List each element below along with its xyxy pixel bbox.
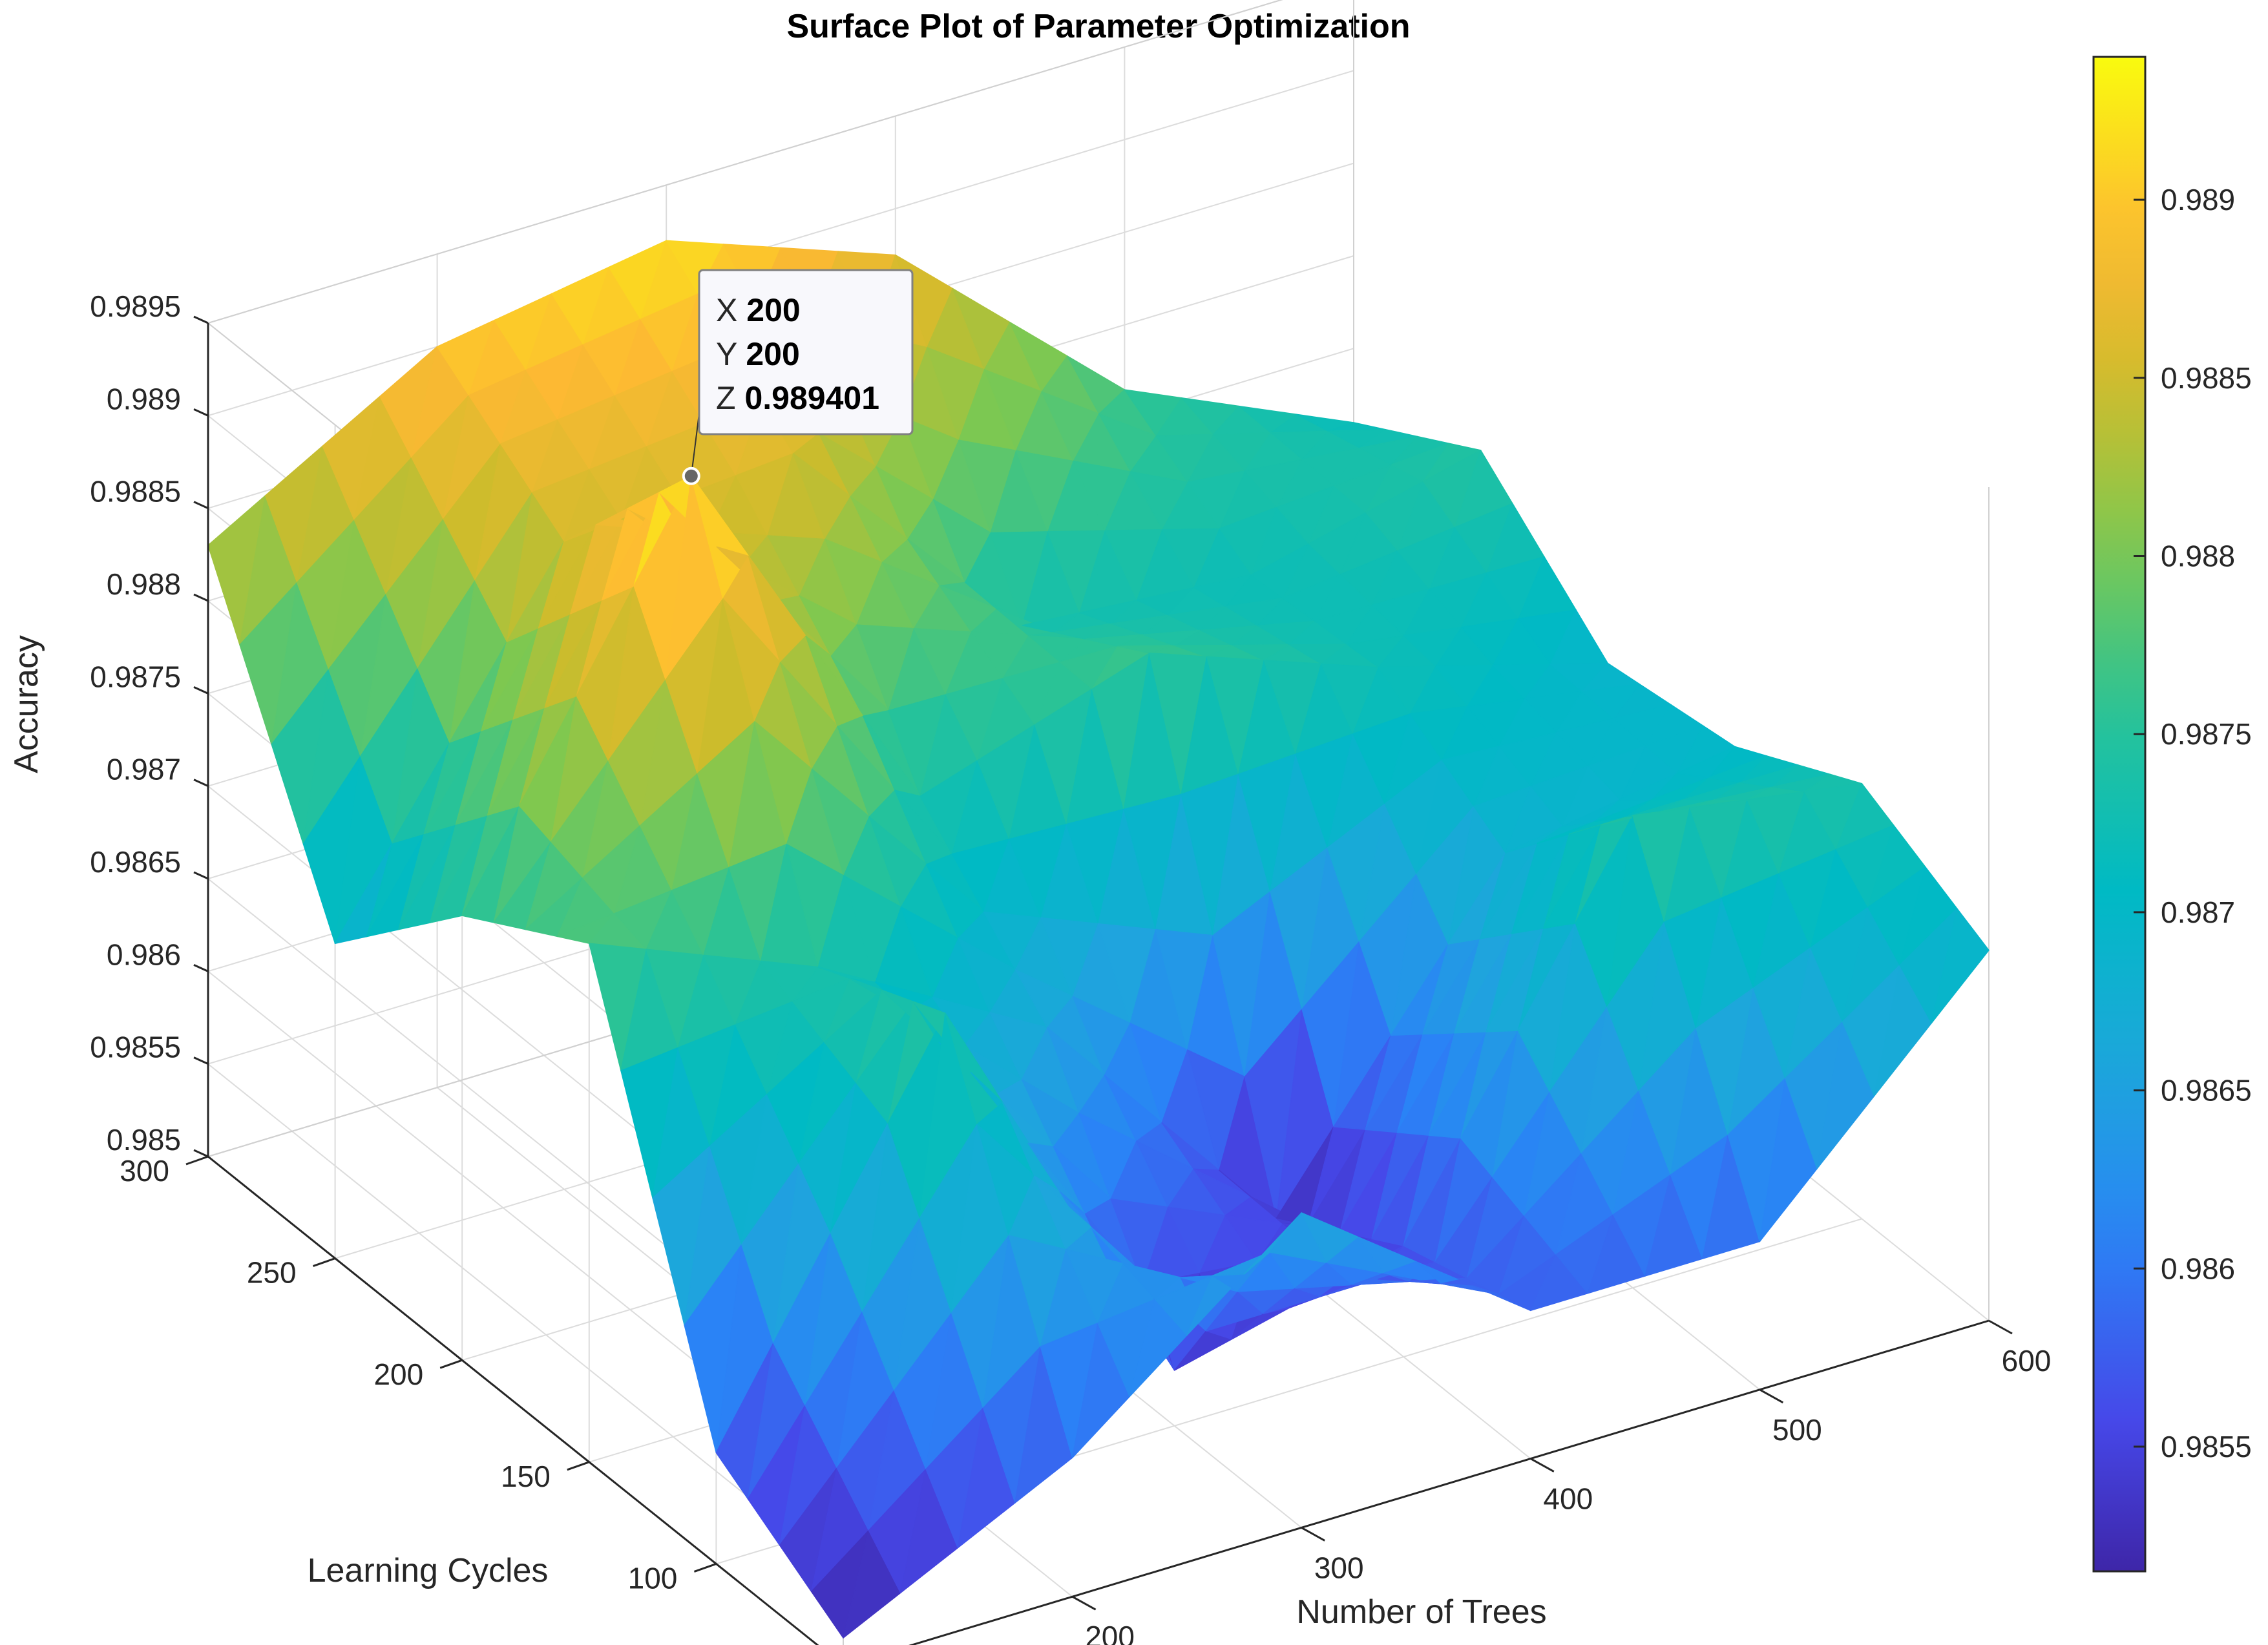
y-axis-ticks: 50100150200250300 xyxy=(120,1154,717,1595)
datatip-marker[interactable] xyxy=(682,466,700,485)
z-tick-mark xyxy=(193,1149,209,1158)
datatip-z-label: Z xyxy=(716,380,736,416)
surface-facet xyxy=(1931,908,1990,1024)
y-tick-mark xyxy=(693,1562,717,1573)
z-tick-mark xyxy=(193,593,209,602)
z-tick-mark xyxy=(193,315,209,324)
x-axis-line xyxy=(908,1319,1990,1645)
x-tick-mark xyxy=(1988,1319,2013,1335)
datatip-y-label: Y xyxy=(716,336,737,372)
x-tick-label: 500 xyxy=(1772,1413,1822,1447)
colorbar-bar xyxy=(2092,56,2147,1573)
datatip[interactable]: X 200 Y 200 Z 0.989401 xyxy=(682,269,914,485)
z-tick-mark xyxy=(193,871,209,880)
datatip-y-row: Y 200 xyxy=(716,336,800,372)
datatip-z-row: Z 0.989401 xyxy=(716,380,879,416)
z-tick-mark xyxy=(193,408,209,417)
x-tick-mark xyxy=(1530,1458,1555,1472)
x-tick-mark xyxy=(1759,1388,1784,1404)
z-tick-label: 0.985 xyxy=(107,1123,181,1157)
frame-edge xyxy=(207,0,1283,324)
y-tick-label: 150 xyxy=(501,1460,551,1493)
y-tick-label: 200 xyxy=(373,1357,423,1391)
z-axis-ticks: 0.985 0.9855 0.986 0.9865 0.987 0.9875 0.988 0.… xyxy=(90,289,209,1158)
x-tick-label: 400 xyxy=(1543,1482,1593,1516)
z-axis-label: Accuracy xyxy=(8,635,45,773)
z-tick-mark xyxy=(193,686,209,695)
z-tick-mark xyxy=(193,1056,209,1065)
z-tick-label: 0.989 xyxy=(107,382,181,415)
surface[interactable] xyxy=(207,240,1990,1639)
colorbar-tick-label: 0.9865 xyxy=(2161,1074,2252,1107)
colorbar: 0.9855 0.986 0.9865 0.987 0.9875 0.988 0.9885 0… xyxy=(2092,56,2252,1573)
z-tick-label: 0.9885 xyxy=(90,475,181,508)
z-tick-mark xyxy=(193,963,209,972)
y-tick-mark xyxy=(313,1257,336,1268)
colorbar-tick-label: 0.9855 xyxy=(2161,1430,2252,1463)
z-tick-label: 0.986 xyxy=(107,938,181,971)
z-tick-label: 0.9895 xyxy=(90,289,181,323)
y-tick-label: 100 xyxy=(628,1561,678,1595)
x-tick-label: 200 xyxy=(1085,1620,1135,1645)
front-axes xyxy=(207,323,1990,1645)
z-tick-label: 0.9865 xyxy=(90,845,181,879)
z-tick-mark xyxy=(193,779,209,788)
colorbar-tick-label: 0.987 xyxy=(2161,896,2235,929)
colorbar-tick-label: 0.9885 xyxy=(2161,361,2252,395)
chart-title: Surface Plot of Parameter Optimization xyxy=(786,8,1410,45)
colorbar-tick-label: 0.986 xyxy=(2161,1252,2235,1285)
datatip-stem xyxy=(690,413,700,476)
y-axis-label: Learning Cycles xyxy=(308,1552,549,1589)
colorbar-tick-label: 0.9875 xyxy=(2161,717,2252,751)
x-axis-ticks: 100200300400500600 xyxy=(1071,1319,2052,1645)
colorbar-tick-label: 0.988 xyxy=(2161,540,2235,573)
z-tick-label: 0.9855 xyxy=(90,1031,181,1064)
y-axis-line xyxy=(207,1155,819,1645)
x-tick-mark xyxy=(1301,1527,1325,1542)
datatip-z-value: 0.989401 xyxy=(744,380,879,416)
datatip-x-row: X 200 xyxy=(716,292,801,328)
x-tick-label: 600 xyxy=(2002,1344,2052,1378)
z-tick-mark xyxy=(193,501,209,510)
z-tick-label: 0.987 xyxy=(107,753,181,786)
datatip-box xyxy=(698,269,914,435)
datatip-x-label: X xyxy=(716,292,737,328)
x-axis-label: Number of Trees xyxy=(1296,1593,1546,1631)
x-tick-label: 300 xyxy=(1314,1551,1364,1584)
datatip-x-value: 200 xyxy=(746,292,800,328)
z-tick-label: 0.9875 xyxy=(90,660,181,693)
y-tick-mark xyxy=(185,1155,209,1166)
y-tick-label: 300 xyxy=(120,1154,169,1188)
z-tick-label: 0.988 xyxy=(107,567,181,601)
y-tick-mark xyxy=(439,1359,463,1369)
y-tick-label: 250 xyxy=(247,1256,297,1290)
x-tick-mark xyxy=(1071,1595,1097,1611)
y-tick-mark xyxy=(567,1461,590,1471)
colorbar-tick-label: 0.989 xyxy=(2161,183,2235,216)
datatip-y-value: 200 xyxy=(746,336,799,372)
